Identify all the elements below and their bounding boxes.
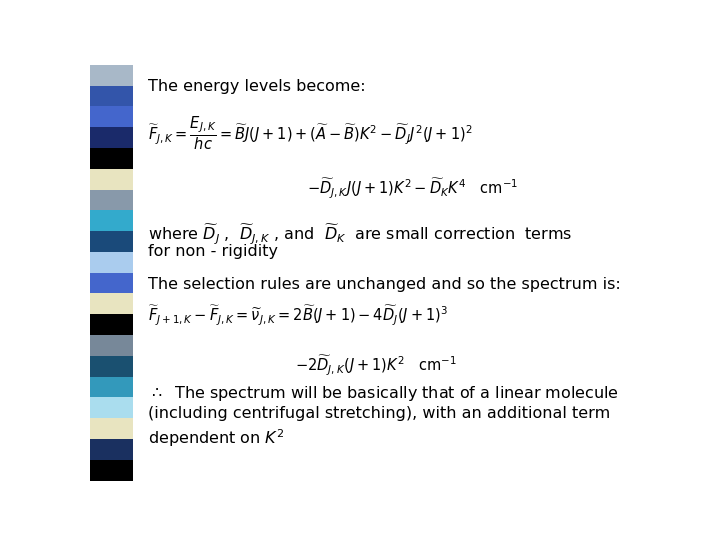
Bar	[90, 356, 132, 377]
Bar	[90, 168, 132, 190]
Text: $-\widetilde{D}_{J,K}J(J+1)K^2-\widetilde{D}_K K^4 \quad \mathrm{cm}^{-1}$: $-\widetilde{D}_{J,K}J(J+1)K^2-\widetild…	[307, 177, 518, 200]
Text: $\widetilde{F}_{J,K} = \dfrac{E_{J,K}}{hc} = \widetilde{B}J(J+1)+(\widetilde{A}-: $\widetilde{F}_{J,K} = \dfrac{E_{J,K}}{h…	[148, 115, 473, 152]
Text: $\therefore$  The spectrum will be basically that of a linear molecule: $\therefore$ The spectrum will be basica…	[148, 384, 619, 403]
Text: $\widetilde{F}_{J+1,K}-\widetilde{F}_{J,K}=\widetilde{\nu}_{J,K}=2\widetilde{B}(: $\widetilde{F}_{J+1,K}-\widetilde{F}_{J,…	[148, 303, 448, 328]
Bar	[90, 294, 132, 314]
Text: where $\widetilde{D}_J$ ,  $\widetilde{D}_{J,K}$ , and  $\widetilde{D}_K$  are s: where $\widetilde{D}_J$ , $\widetilde{D}…	[148, 222, 572, 247]
Bar	[90, 210, 132, 231]
Bar	[90, 273, 132, 294]
Bar	[90, 65, 132, 85]
Bar	[90, 314, 132, 335]
Bar	[90, 252, 132, 273]
Text: dependent on $K^2$: dependent on $K^2$	[148, 428, 284, 449]
Bar	[90, 231, 132, 252]
Bar	[90, 335, 132, 356]
Text: The selection rules are unchanged and so the spectrum is:: The selection rules are unchanged and so…	[148, 276, 621, 292]
Bar	[90, 460, 132, 481]
Bar	[90, 127, 132, 148]
Text: for non - rigidity: for non - rigidity	[148, 244, 278, 259]
Bar	[90, 397, 132, 418]
Text: The energy levels become:: The energy levels become:	[148, 79, 366, 93]
Bar	[90, 439, 132, 460]
Bar	[90, 418, 132, 439]
Bar	[90, 85, 132, 106]
Text: (including centrifugal stretching), with an additional term: (including centrifugal stretching), with…	[148, 406, 611, 421]
Bar	[90, 106, 132, 127]
Bar	[90, 377, 132, 397]
Bar	[90, 190, 132, 211]
Text: $-2\widetilde{D}_{J,K}(J+1)K^2 \quad \mathrm{cm}^{-1}$: $-2\widetilde{D}_{J,K}(J+1)K^2 \quad \ma…	[295, 354, 457, 377]
Bar	[90, 148, 132, 168]
